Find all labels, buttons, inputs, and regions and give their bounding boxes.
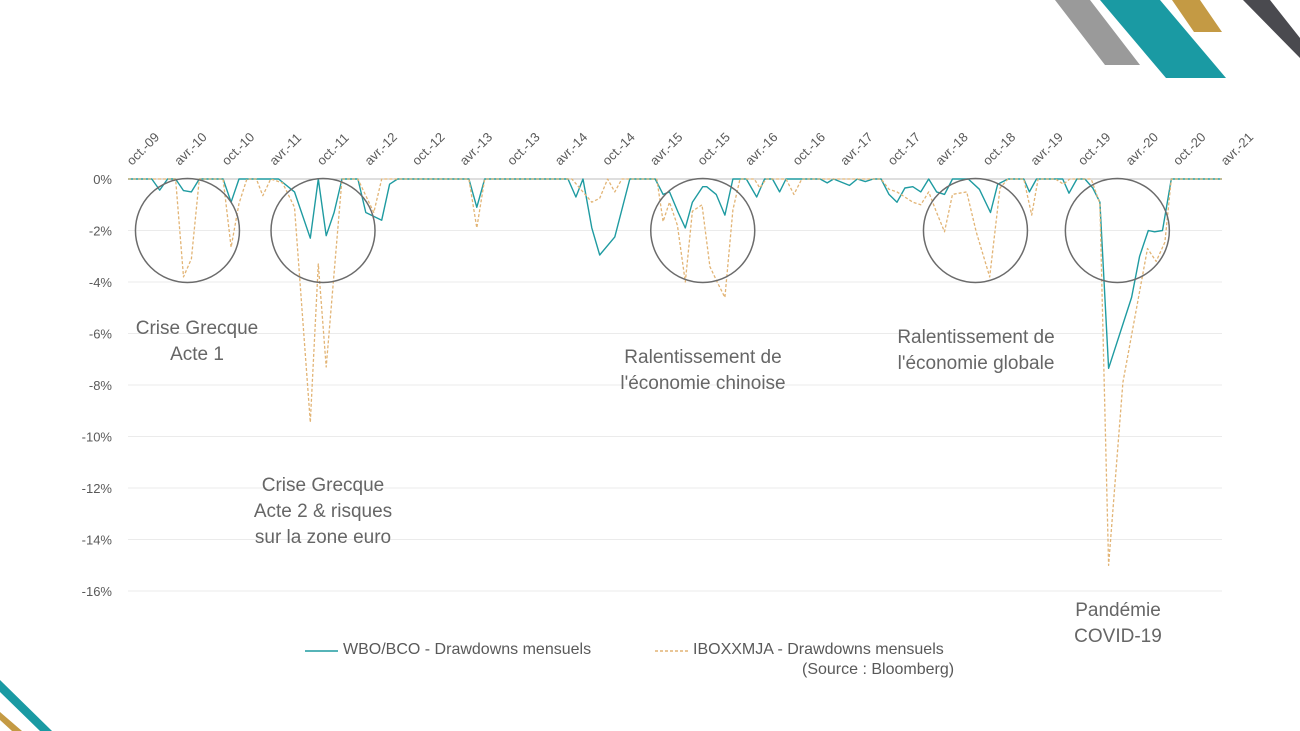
annotation-line: Ralentissement de [624, 347, 782, 368]
x-tick-label: avr.-15 [647, 129, 686, 168]
annotation-chine: Ralentissement de l'économie chinoise [620, 345, 785, 397]
annotation-line: Pandémie [1075, 600, 1161, 621]
stripe-gold [1172, 0, 1222, 32]
x-tick-label: oct.-12 [409, 129, 448, 168]
x-tick-label: oct.-09 [124, 129, 163, 168]
stripe-gold-bottom [0, 712, 22, 731]
x-tick-label: oct.-19 [1075, 129, 1114, 168]
y-tick-label: 0% [93, 172, 112, 187]
highlight-circle [134, 177, 241, 284]
legend-label-iboxx: IBOXXMJA - Drawdowns mensuels [693, 641, 944, 658]
x-tick-label: avr.-20 [1122, 129, 1161, 168]
x-tick-label: avr.-17 [837, 129, 876, 168]
stripe-teal-bottom [0, 680, 52, 731]
annotation-line: Ralentissement de [897, 327, 1055, 348]
y-tick-label: -8% [89, 378, 113, 393]
x-tick-label: oct.-16 [789, 129, 828, 168]
annotation-line: Acte 2 & risques [253, 501, 393, 522]
y-tick-label: -2% [89, 224, 113, 239]
y-tick-label: -6% [89, 327, 113, 342]
stripe-teal [1100, 0, 1226, 78]
x-tick-label: avr.-10 [171, 129, 210, 168]
x-tick-label: avr.-11 [266, 130, 304, 168]
annotation-line: l'économie chinoise [620, 373, 786, 394]
stripe-gray [1055, 0, 1140, 65]
source-note: (Source : Bloomberg) [802, 661, 955, 678]
x-tick-label: avr.-16 [742, 129, 781, 168]
highlight-circle [270, 177, 376, 284]
x-tick-label: oct.-11 [314, 130, 352, 168]
annotation-line: l'économie globale [897, 353, 1055, 374]
annotation-line: Crise Grecque [261, 475, 385, 496]
x-tick-label: oct.-18 [980, 129, 1019, 168]
x-tick-label: avr.-13 [456, 129, 495, 168]
x-tick-label: avr.-21 [1218, 129, 1257, 168]
x-tick-label: oct.-14 [599, 129, 638, 168]
annotation-crise-grecque-2: Crise Grecque Acte 2 & risques sur la zo… [254, 473, 392, 551]
legend-label-wbo: WBO/BCO - Drawdowns mensuels [343, 641, 592, 658]
annotation-covid: Pandémie COVID-19 [1074, 598, 1162, 650]
series-line-iboxx [128, 178, 1222, 566]
highlight-circle [1064, 177, 1171, 284]
x-tick-label: avr.-18 [932, 129, 971, 168]
y-tick-label: -12% [82, 481, 113, 496]
y-tick-label: -4% [89, 275, 113, 290]
x-tick-label: avr.-14 [552, 129, 591, 168]
y-tick-label: -10% [82, 430, 113, 445]
annotation-globale: Ralentissement de l'économie globale [897, 325, 1054, 377]
highlight-circle [922, 177, 1029, 284]
annotation-crise-grecque-1: Crise Grecque Acte 1 [136, 316, 259, 368]
highlight-circle [649, 177, 756, 284]
x-tick-label: oct.-10 [219, 129, 258, 168]
annotation-line: Crise Grecque [135, 318, 259, 339]
x-tick-label: avr.-12 [361, 129, 400, 168]
annotation-line: sur la zone euro [254, 527, 392, 548]
x-tick-label: oct.-13 [504, 129, 543, 168]
x-tick-label: oct.-20 [1170, 129, 1209, 168]
x-tick-label: oct.-15 [694, 129, 733, 168]
annotation-line: COVID-19 [1074, 626, 1162, 647]
stripe-dark [1243, 0, 1300, 58]
annotation-line: Acte 1 [170, 344, 224, 365]
y-tick-label: -16% [82, 584, 113, 599]
x-tick-label: oct.-17 [885, 129, 924, 168]
x-tick-label: avr.-19 [1027, 129, 1066, 168]
y-tick-label: -14% [82, 533, 113, 548]
